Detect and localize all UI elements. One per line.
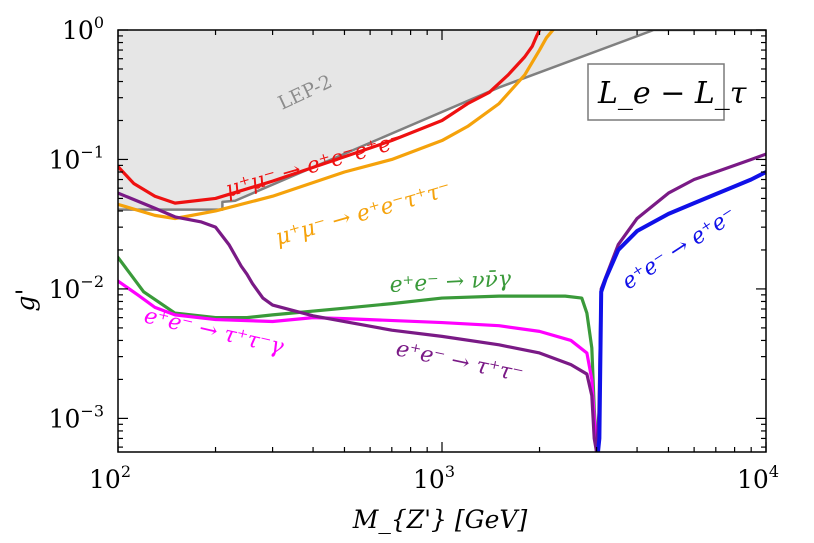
y-tick-label-exp: 0 bbox=[94, 13, 104, 32]
y-tick-label-base: 10 bbox=[49, 145, 81, 174]
y-tick-label: 10−2 bbox=[49, 272, 104, 304]
x-tick-label: 103 bbox=[413, 462, 455, 494]
y-tick-label-exp: −3 bbox=[80, 401, 104, 420]
inset-label: L_e − L_τ bbox=[597, 76, 747, 111]
annotation-ee-ee: e⁺e⁻ → e⁺e⁻ bbox=[618, 203, 741, 295]
annotation-ee-tautaugamma: e⁺e⁻ → τ⁺τ⁻γ bbox=[142, 303, 287, 360]
x-tick-label: 102 bbox=[89, 462, 131, 494]
x-tick-label-exp: 4 bbox=[769, 462, 779, 481]
plot-area bbox=[118, 30, 766, 210]
series-line-ee-to-tautaugamma bbox=[118, 279, 599, 452]
series-line-mumu-to-eeee bbox=[118, 30, 542, 205]
y-tick-label: 100 bbox=[62, 13, 104, 45]
y-tick-label-base: 10 bbox=[49, 275, 81, 304]
y-tick-label: 10−3 bbox=[49, 401, 104, 433]
lep2-excluded-region bbox=[118, 30, 766, 210]
x-tick-label-base: 10 bbox=[413, 465, 445, 494]
series-line-ee-to-nunugamma bbox=[118, 255, 599, 452]
series-line-ee-to-ee bbox=[595, 170, 766, 452]
series-group bbox=[118, 30, 766, 452]
x-tick-label-base: 10 bbox=[737, 465, 769, 494]
annotation-ee-nunugamma: e⁺e⁻ → νν̄γ bbox=[389, 267, 513, 298]
x-tick-label: 104 bbox=[737, 462, 779, 494]
x-tick-label-base: 10 bbox=[89, 465, 121, 494]
annotation-ee-tautau: e⁺e⁻ → τ⁺τ⁻ bbox=[394, 336, 526, 387]
x-tick-label-exp: 2 bbox=[121, 462, 131, 481]
y-tick-label: 10−1 bbox=[49, 142, 104, 174]
x-tick-label-exp: 3 bbox=[445, 462, 455, 481]
y-tick-label-exp: −2 bbox=[80, 272, 104, 291]
y-axis-label: g' bbox=[11, 289, 40, 312]
y-tick-label-base: 10 bbox=[62, 16, 94, 45]
y-tick-label-exp: −1 bbox=[80, 142, 104, 161]
series-line-ee-to-tautau bbox=[118, 152, 766, 452]
y-tick-label-base: 10 bbox=[49, 404, 81, 433]
x-axis-label: M_{Z'} [GeV] bbox=[352, 505, 528, 534]
inset-box bbox=[587, 63, 725, 121]
